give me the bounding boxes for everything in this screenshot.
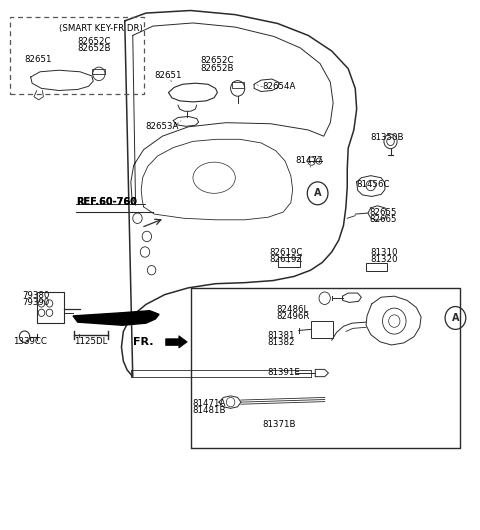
Text: 82652B: 82652B <box>200 64 233 73</box>
Text: A: A <box>452 313 459 323</box>
Bar <box>311 321 333 338</box>
Text: (SMART KEY-FR DR): (SMART KEY-FR DR) <box>59 24 143 33</box>
Polygon shape <box>73 311 159 325</box>
Text: 81350B: 81350B <box>371 133 404 142</box>
Text: 81481B: 81481B <box>192 406 226 415</box>
Text: 1125DL: 1125DL <box>74 338 108 347</box>
Text: 82619C: 82619C <box>269 248 302 257</box>
Text: 82486L: 82486L <box>276 305 309 314</box>
Text: 81391E: 81391E <box>267 368 300 377</box>
Bar <box>231 82 244 89</box>
Bar <box>37 292 64 323</box>
Text: 81320: 81320 <box>371 255 398 264</box>
Text: 81381: 81381 <box>267 331 295 340</box>
Text: 1339CC: 1339CC <box>13 338 47 347</box>
Text: 81310: 81310 <box>371 248 398 257</box>
Text: 82652C: 82652C <box>78 37 111 46</box>
Text: 82654A: 82654A <box>263 82 296 91</box>
Text: 82653A: 82653A <box>145 122 179 131</box>
Text: 82651: 82651 <box>24 55 52 64</box>
Text: 82655: 82655 <box>370 208 397 217</box>
Text: REF.60-760: REF.60-760 <box>76 197 137 207</box>
Bar <box>92 69 106 74</box>
Text: 82652C: 82652C <box>200 56 233 65</box>
Bar <box>277 257 300 267</box>
Text: A: A <box>314 188 322 198</box>
Polygon shape <box>166 335 187 348</box>
Text: 82652B: 82652B <box>78 45 111 54</box>
Text: 82496R: 82496R <box>276 312 310 321</box>
Text: 81382: 81382 <box>267 338 295 347</box>
Text: 82619Z: 82619Z <box>269 255 302 264</box>
Text: FR.: FR. <box>133 337 153 347</box>
Text: REF.60-760: REF.60-760 <box>76 197 137 207</box>
Text: 81477: 81477 <box>296 156 323 165</box>
Text: 79380: 79380 <box>23 290 50 299</box>
Text: 82665: 82665 <box>370 215 397 224</box>
Text: 81471A: 81471A <box>192 399 226 408</box>
Text: 82651: 82651 <box>155 72 182 81</box>
Bar <box>366 263 387 271</box>
Text: 79390: 79390 <box>23 298 50 307</box>
Text: 81371B: 81371B <box>263 420 296 429</box>
Text: 81456C: 81456C <box>357 180 390 189</box>
